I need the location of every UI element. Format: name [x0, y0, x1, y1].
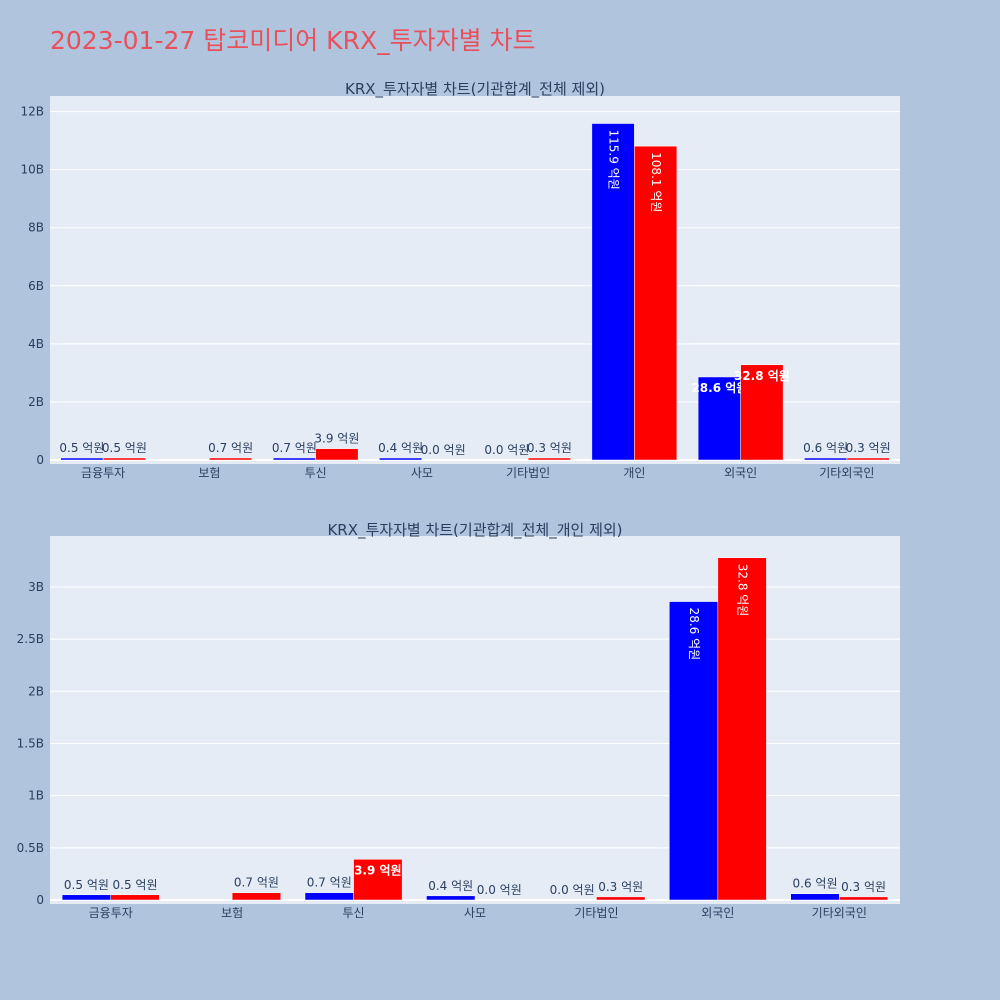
data-label: 32.8 억원 — [734, 369, 790, 383]
data-label: 0.5 억원 — [59, 441, 104, 455]
x-tick-label: 투신 — [305, 466, 327, 480]
bar — [697, 376, 741, 461]
x-tick-label: 금융투자 — [81, 466, 125, 480]
bar — [102, 457, 146, 461]
y-tick-label: 0 — [36, 893, 44, 907]
bar — [304, 892, 354, 901]
x-tick-label: 기타외국인 — [812, 906, 867, 920]
bar — [315, 448, 359, 461]
data-label: 115.9 억원 — [607, 130, 621, 190]
bar — [60, 457, 104, 461]
data-label: 0.3 억원 — [527, 441, 572, 455]
x-tick-label: 기타법인 — [574, 906, 618, 920]
x-tick-label: 보험 — [198, 466, 220, 480]
bar — [790, 893, 840, 901]
data-label: 0.3 억원 — [841, 880, 886, 894]
x-tick-label: 투신 — [343, 906, 365, 920]
x-tick-label: 사모 — [411, 466, 433, 480]
bar — [272, 457, 316, 461]
data-label: 0.5 억원 — [113, 878, 158, 892]
y-tick-label: 10B — [20, 163, 44, 177]
bar — [846, 457, 890, 461]
data-label: 0.3 억원 — [598, 880, 643, 894]
bar — [839, 896, 889, 901]
data-label: 0.6 억원 — [803, 441, 848, 455]
chart-panel-2: 0 0.5B 1B 1.5B 2B 2.5B 3B KRX_투자자별 차트(기관합계_전체_개… — [17, 521, 900, 920]
y-tick-label: 2B — [28, 684, 44, 698]
bar — [379, 457, 423, 461]
bar — [634, 145, 678, 461]
data-label: 28.6 억원 — [687, 608, 701, 661]
data-label: 0.0 억원 — [477, 883, 522, 897]
chart-panel-1: 0 2B 4B 6B 8B 10B 12B KRX_투자자별 차트(기관합계_전체 제외) 금융… — [20, 80, 900, 480]
bar — [804, 457, 848, 461]
data-label: 3.9 억원 — [354, 863, 402, 877]
bar — [353, 859, 403, 901]
x-tick-label: 개인 — [623, 466, 645, 480]
plot-area — [50, 536, 900, 904]
chart-title: KRX_투자자별 차트(기관합계_전체 제외) — [345, 80, 605, 99]
data-label: 0.4 억원 — [428, 879, 473, 893]
y-tick-label: 4B — [28, 337, 44, 351]
data-label: 28.6 억원 — [691, 381, 747, 395]
data-label: 108.1 억원 — [649, 152, 663, 212]
x-tick-label: 외국인 — [701, 906, 734, 920]
chart-title: KRX_투자자별 차트(기관합계_전체_개인 제외) — [327, 521, 622, 540]
data-label: 0.3 억원 — [846, 441, 891, 455]
bar — [231, 892, 281, 901]
x-tick-label: 보험 — [221, 906, 243, 920]
data-label: 0.0 억원 — [484, 443, 529, 457]
y-tick-label: 0 — [36, 453, 44, 467]
data-label: 3.9 억원 — [314, 432, 359, 446]
x-tick-label: 외국인 — [724, 466, 757, 480]
x-tick-label: 사모 — [464, 906, 486, 920]
charts-layer: 0 2B 4B 6B 8B 10B 12B KRX_투자자별 차트(기관합계_전체 제외) 금융… — [17, 80, 900, 920]
bar — [527, 457, 571, 461]
bar — [740, 364, 784, 461]
bar — [591, 123, 635, 461]
data-label: 0.5 억원 — [64, 878, 109, 892]
bar — [61, 894, 111, 901]
data-label: 0.0 억원 — [421, 443, 466, 457]
data-label: 0.7 억원 — [272, 441, 317, 455]
y-tick-label: 8B — [28, 221, 44, 235]
data-label: 0.7 억원 — [208, 441, 253, 455]
data-label: 0.0 억원 — [550, 883, 595, 897]
data-label: 0.7 억원 — [234, 876, 279, 890]
y-tick-label: 2B — [28, 395, 44, 409]
y-tick-label: 2.5B — [17, 632, 44, 646]
data-label: 0.5 억원 — [102, 441, 147, 455]
x-tick-label: 기타법인 — [506, 466, 550, 480]
bar — [717, 557, 767, 901]
y-tick-label: 6B — [28, 279, 44, 293]
page-title: 2023-01-27 탑코미디어 KRX_투자자별 차트 — [50, 26, 536, 55]
y-tick-label: 1B — [28, 789, 44, 803]
bar — [209, 457, 253, 461]
y-tick-label: 3B — [28, 580, 44, 594]
x-tick-label: 금융투자 — [89, 906, 133, 920]
data-label: 0.7 억원 — [307, 876, 352, 890]
x-tick-label: 기타외국인 — [819, 466, 874, 480]
bar — [110, 894, 160, 901]
data-label: 0.4 억원 — [378, 441, 423, 455]
bar — [426, 895, 476, 901]
y-tick-label: 12B — [20, 105, 44, 119]
y-tick-label: 0.5B — [17, 841, 44, 855]
bar — [596, 896, 646, 901]
data-label: 32.8 억원 — [736, 564, 750, 617]
y-tick-label: 1.5B — [17, 736, 44, 750]
bar — [669, 601, 719, 901]
data-label: 0.6 억원 — [793, 877, 838, 891]
